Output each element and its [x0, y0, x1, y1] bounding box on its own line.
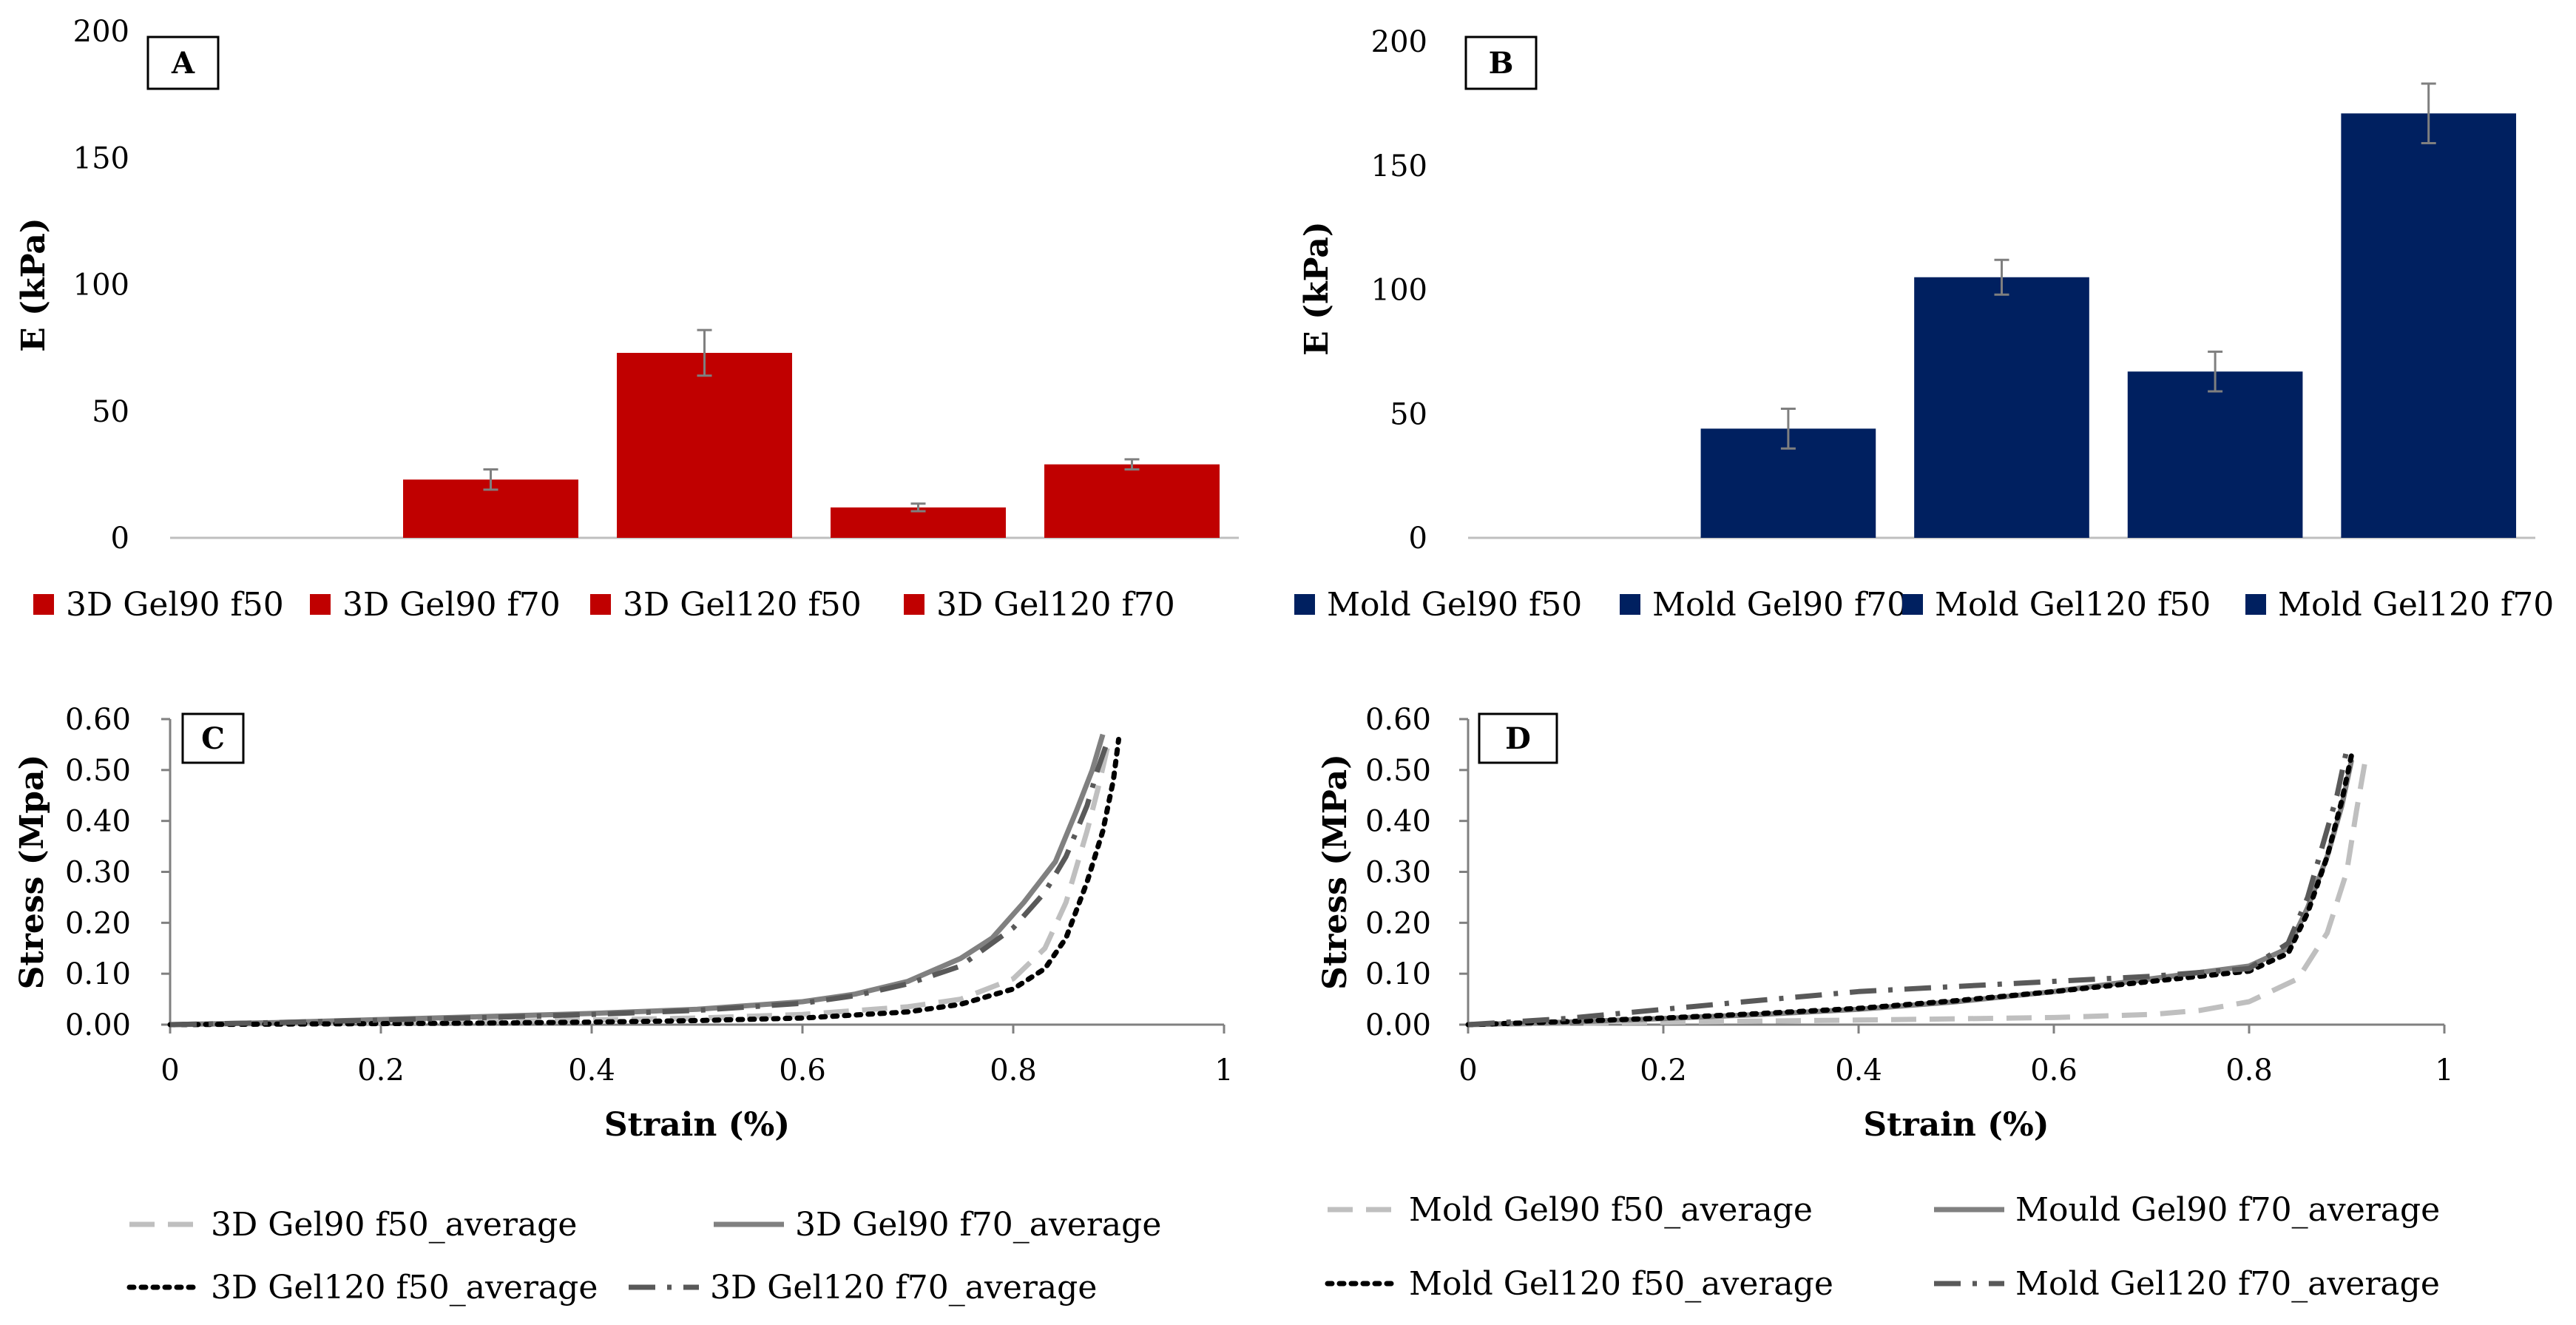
legend-label: 3D Gel90 f50: [66, 586, 284, 624]
y-axis-title: Stress (MPa): [1316, 754, 1354, 990]
x-tick-label: 0: [160, 1053, 179, 1088]
y-tick-label: 0.20: [65, 906, 131, 940]
bar: [617, 352, 792, 538]
legend-label: 3D Gel90 f70: [342, 586, 561, 624]
bar: [831, 507, 1006, 538]
panel-tag: A: [171, 46, 195, 81]
y-tick-label: 150: [73, 141, 129, 175]
legend-label: Mold Gel90 f70: [1652, 586, 1907, 624]
legend-swatch: [1294, 594, 1315, 615]
legend-label: Mold Gel90 f50: [1327, 586, 1582, 624]
bar: [1914, 277, 2089, 538]
y-axis-title: E (kPa): [15, 218, 53, 351]
series-line: [169, 744, 1111, 1028]
x-tick-label: 0: [1458, 1053, 1477, 1088]
y-tick-label: 150: [1371, 149, 1427, 183]
y-tick-label: 0.40: [1365, 805, 1431, 839]
y-axis-title: Stress (Mpa): [13, 755, 51, 990]
x-tick-label: 0.2: [1640, 1053, 1687, 1088]
panel-tag-box: [1464, 36, 1538, 90]
y-tick-label: 0.60: [1365, 703, 1431, 737]
series-line: [169, 738, 1111, 1028]
panel-tag-box: [146, 36, 220, 90]
y-tick-label: 200: [1371, 25, 1427, 59]
y-tick-label: 0.40: [65, 805, 131, 839]
x-tick-label: 1: [1214, 1053, 1233, 1088]
y-axis-title: E (kPa): [1298, 221, 1336, 355]
series-line: [169, 733, 1106, 1028]
y-tick-label: 200: [73, 15, 129, 49]
series-line: [167, 737, 1121, 1028]
x-tick-label: 0.8: [2225, 1053, 2273, 1088]
y-tick-label: 0.10: [1365, 957, 1431, 991]
y-tick-label: 0: [111, 522, 129, 556]
legend-label: 3D Gel90 f70_average: [795, 1206, 1161, 1244]
y-tick-label: 0.10: [65, 957, 131, 991]
legend-label: 3D Gel90 f50_average: [211, 1206, 577, 1244]
panel-c: 0.00 0.10 0.20 0.30 0.40 0.50 0.60 0 0.2 0.4 0.6 0.…: [13, 703, 1234, 1307]
legend-label: 3D Gel120 f70_average: [710, 1269, 1097, 1307]
legend-label: Mould Gel90 f70_average: [2015, 1191, 2440, 1229]
legend-swatch: [1620, 594, 1640, 615]
legend-label: Mold Gel120 f50: [1935, 586, 2211, 624]
x-tick-label: 0.4: [1835, 1053, 1882, 1088]
legend-label: 3D Gel120 f70: [936, 586, 1175, 624]
legend-label: Mold Gel120 f70_average: [2015, 1265, 2440, 1303]
x-tick-label: 0.8: [990, 1053, 1037, 1088]
panel-tag: D: [1505, 721, 1531, 756]
panel-a: A 0 50 100 150 200 E (kPa) 3D Gel90 f50 3D Gel90…: [15, 15, 1239, 624]
y-tick-label: 0.00: [1365, 1008, 1431, 1042]
legend-swatch: [590, 594, 611, 615]
panel-d: 0.00 0.10 0.20 0.30 0.40 0.50 0.60 0 0.2 0.4 0.6 0.…: [1316, 703, 2454, 1303]
legend-label: 3D Gel120 f50_average: [211, 1269, 598, 1307]
legend-label: Mold Gel90 f50_average: [1409, 1191, 1813, 1229]
y-tick-label: 0: [1409, 522, 1427, 556]
y-tick-label: 50: [92, 395, 129, 429]
legend-label: Mold Gel120 f70: [2278, 586, 2554, 624]
x-axis-title: Strain (%): [604, 1106, 790, 1144]
x-tick-label: 0.4: [568, 1053, 615, 1088]
y-tick-label: 0.50: [65, 754, 131, 788]
y-tick-label: 0.30: [1365, 856, 1431, 890]
x-tick-label: 0.6: [779, 1053, 826, 1088]
panel-b: B 0 50 100 150 200 E (kPa) Mold Gel90 f50 Mold G…: [1294, 25, 2554, 624]
y-tick-label: 50: [1390, 397, 1427, 431]
x-tick-label: 0.2: [357, 1053, 405, 1088]
y-tick-label: 0.50: [1365, 754, 1431, 788]
x-axis-title: Strain (%): [1863, 1106, 2049, 1144]
y-tick-label: 0.00: [65, 1008, 131, 1042]
y-tick-label: 100: [1371, 274, 1427, 308]
y-tick-label: 0.60: [65, 703, 131, 737]
x-tick-label: 0.6: [2030, 1053, 2078, 1088]
panel-tag-box: [181, 712, 245, 764]
series-line: [1467, 749, 2350, 1028]
panel-tag: B: [1489, 46, 1514, 81]
legend-label: 3D Gel120 f50: [623, 586, 862, 624]
y-tick-label: 100: [73, 269, 129, 303]
series-line: [1465, 752, 2355, 1028]
x-tick-label: 1: [2435, 1053, 2453, 1088]
legend-label: Mold Gel120 f50_average: [1409, 1265, 1833, 1303]
bar: [1044, 464, 1220, 538]
legend-swatch: [33, 594, 54, 615]
series-line: [1467, 754, 2369, 1028]
y-tick-label: 0.30: [65, 856, 131, 890]
legend-swatch: [904, 594, 924, 615]
legend-swatch: [1902, 594, 1923, 615]
legend-swatch: [310, 594, 331, 615]
y-tick-label: 0.20: [1365, 906, 1431, 940]
legend-swatch: [2245, 594, 2266, 615]
panel-tag: C: [201, 721, 225, 756]
bar: [2127, 371, 2303, 538]
panel-tag-box: [1478, 712, 1558, 764]
bar: [2341, 113, 2517, 539]
series-line: [1467, 759, 2355, 1028]
